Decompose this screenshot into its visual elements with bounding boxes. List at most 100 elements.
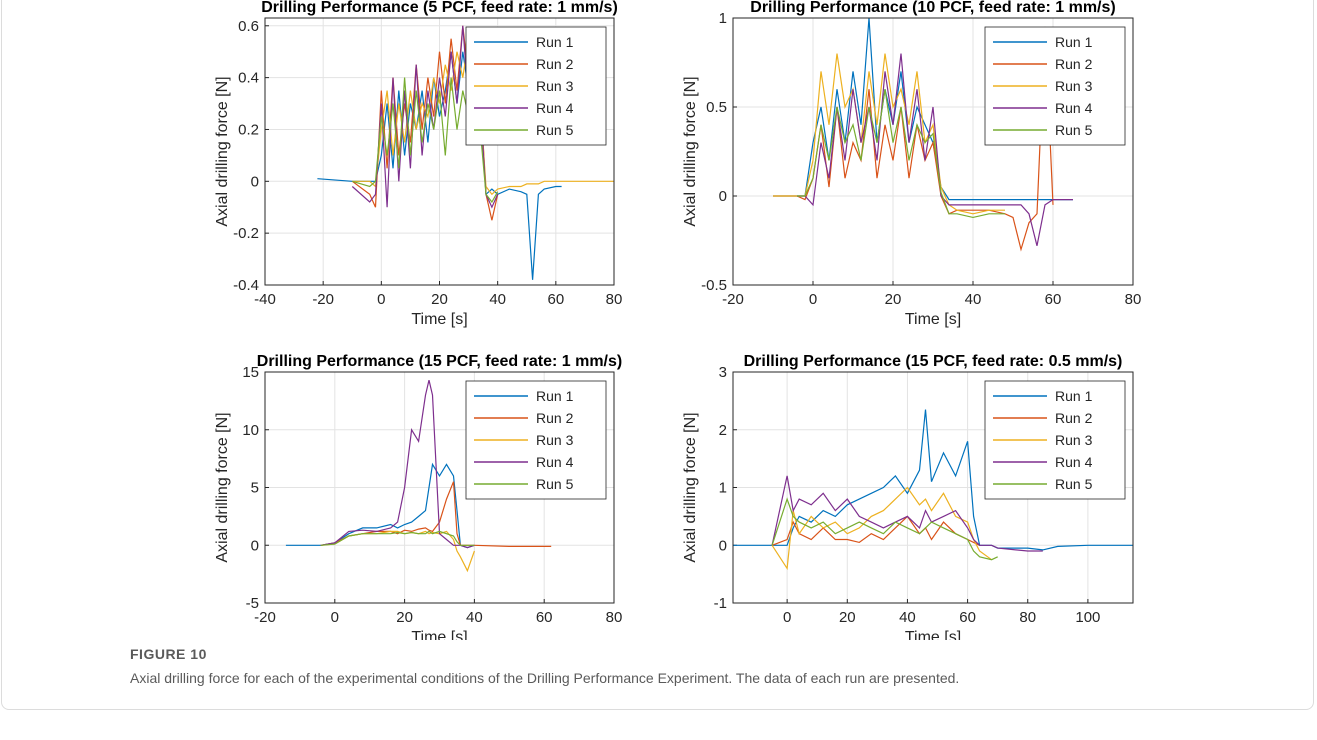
y-tick-label: -0.2 xyxy=(233,225,259,242)
x-tick-label: 80 xyxy=(606,291,623,308)
y-tick-label: 0.4 xyxy=(238,70,259,87)
y-axis-label: Axial drilling force [N] xyxy=(682,412,699,562)
figure-caption: Axial drilling force for each of the exp… xyxy=(130,670,960,686)
y-tick-label: 0.6 xyxy=(238,18,259,35)
figure-frame xyxy=(1,0,1314,710)
y-tick-label: 5 xyxy=(251,480,259,497)
axes-box xyxy=(732,371,1134,604)
y-tick-label: -1 xyxy=(714,595,727,612)
axes-box xyxy=(264,17,615,286)
data-line xyxy=(771,497,998,561)
x-tick-label: 40 xyxy=(466,609,483,626)
chart-title: Drilling Performance (10 PCF, feed rate:… xyxy=(750,0,1115,16)
x-tick-label: 60 xyxy=(547,291,564,308)
legend-label: Run 2 xyxy=(536,410,574,426)
legend-label: Run 3 xyxy=(1055,432,1093,448)
legend-label: Run 5 xyxy=(536,476,574,492)
legend-label: Run 5 xyxy=(1055,122,1093,138)
legend-label: Run 1 xyxy=(1055,388,1093,404)
y-tick-label: 2 xyxy=(719,422,727,439)
chart: -40 -20 0 20 40 60 80 -0.4 -0.2 0 0.2 0.4 0.6Drillin… xyxy=(214,0,622,328)
y-tick-label: 1 xyxy=(719,10,727,27)
x-tick-label: 0 xyxy=(331,609,339,626)
y-tick-label: 0 xyxy=(251,173,259,190)
chart: -20 0 20 40 60 80 -0.5 0 0.5 1 Drilling Performanc… xyxy=(682,0,1141,328)
legend-label: Run 4 xyxy=(1055,100,1093,116)
figure-label: FIGURE 10 xyxy=(130,646,207,662)
y-tick-label: 0 xyxy=(719,537,727,554)
x-tick-label: 0 xyxy=(377,291,385,308)
legend-label: Run 2 xyxy=(1055,56,1093,72)
legend-label: Run 3 xyxy=(1055,78,1093,94)
data-line xyxy=(773,26,1054,252)
y-tick-label: 15 xyxy=(242,364,259,381)
y-tick-label: 0.5 xyxy=(706,99,727,116)
x-tick-label: 20 xyxy=(431,291,448,308)
x-tick-label: 60 xyxy=(536,609,553,626)
x-tick-label: -20 xyxy=(254,609,276,626)
legend-label: Run 1 xyxy=(1055,34,1093,50)
y-tick-label: 1 xyxy=(719,480,727,497)
y-tick-label: 0.2 xyxy=(238,121,259,138)
legend: Run 1 Run 2 Run 3 Run 4 Run 5 xyxy=(984,380,1126,500)
x-axis-label: Time [s] xyxy=(905,629,961,640)
x-tick-label: 80 xyxy=(606,609,623,626)
x-tick-label: 80 xyxy=(1125,291,1142,308)
axes-box xyxy=(732,17,1134,286)
data-line xyxy=(320,530,475,546)
chart-title: Drilling Performance (5 PCF, feed rate: … xyxy=(261,0,618,16)
legend-label: Run 3 xyxy=(536,78,574,94)
legend-label: Run 5 xyxy=(1055,476,1093,492)
chart: 0 20 40 60 80 100 -1 0 1 2 3 Drilling Performance (… xyxy=(682,353,1134,640)
legend-label: Run 5 xyxy=(536,122,574,138)
legend-label: Run 4 xyxy=(536,100,574,116)
chart-title: Drilling Performance (15 PCF, feed rate:… xyxy=(257,353,622,370)
chart-title: Drilling Performance (15 PCF, feed rate:… xyxy=(744,353,1123,370)
x-tick-label: 20 xyxy=(839,609,856,626)
axes-box xyxy=(264,371,615,604)
x-axis-label: Time [s] xyxy=(411,629,467,640)
x-axis-label: Time [s] xyxy=(411,311,467,328)
legend-label: Run 4 xyxy=(1055,454,1093,470)
x-tick-label: 80 xyxy=(1019,609,1036,626)
x-tick-label: 20 xyxy=(885,291,902,308)
y-axis-label: Axial drilling force [N] xyxy=(214,76,231,226)
data-line xyxy=(771,515,980,546)
legend-label: Run 2 xyxy=(536,56,574,72)
x-tick-label: 20 xyxy=(396,609,413,626)
y-axis-label: Axial drilling force [N] xyxy=(682,76,699,226)
figure: -40 -20 0 20 40 60 80-0.4-0.200.20.40.6Drillin… xyxy=(214,0,1141,640)
x-tick-label: 40 xyxy=(899,609,916,626)
data-line xyxy=(797,89,1005,219)
data-line xyxy=(285,462,475,549)
legend-label: Run 1 xyxy=(536,34,574,50)
legend-label: Run 4 xyxy=(536,454,574,470)
legend: Run 1 Run 2 Run 3 Run 4 Run 5 xyxy=(465,380,607,500)
y-axis-label: Axial drilling force [N] xyxy=(214,412,231,562)
x-tick-label: 40 xyxy=(489,291,506,308)
legend-label: Run 2 xyxy=(1055,410,1093,426)
x-axis-label: Time [s] xyxy=(905,311,961,328)
x-tick-label: -20 xyxy=(722,291,744,308)
legend: Run 1 Run 2 Run 3 Run 4 Run 5 xyxy=(465,26,607,146)
x-tick-label: 40 xyxy=(965,291,982,308)
legend: Run 1 Run 2 Run 3 Run 4 Run 5 xyxy=(984,26,1126,146)
x-tick-label: 60 xyxy=(1045,291,1062,308)
y-tick-label: 10 xyxy=(242,422,259,439)
x-tick-label: 0 xyxy=(783,609,791,626)
legend-label: Run 1 xyxy=(536,388,574,404)
x-tick-label: -20 xyxy=(312,291,334,308)
data-line xyxy=(771,475,1043,552)
y-tick-label: 0 xyxy=(251,537,259,554)
data-line xyxy=(320,379,475,549)
x-tick-label: -40 xyxy=(254,291,276,308)
x-tick-label: 100 xyxy=(1075,609,1100,626)
y-tick-label: 3 xyxy=(719,364,727,381)
x-tick-label: 60 xyxy=(959,609,976,626)
legend-label: Run 3 xyxy=(536,432,574,448)
x-tick-label: 0 xyxy=(809,291,817,308)
y-tick-label: 0 xyxy=(719,188,727,205)
y-tick-label: -0.4 xyxy=(233,277,259,294)
y-tick-label: -5 xyxy=(246,595,259,612)
